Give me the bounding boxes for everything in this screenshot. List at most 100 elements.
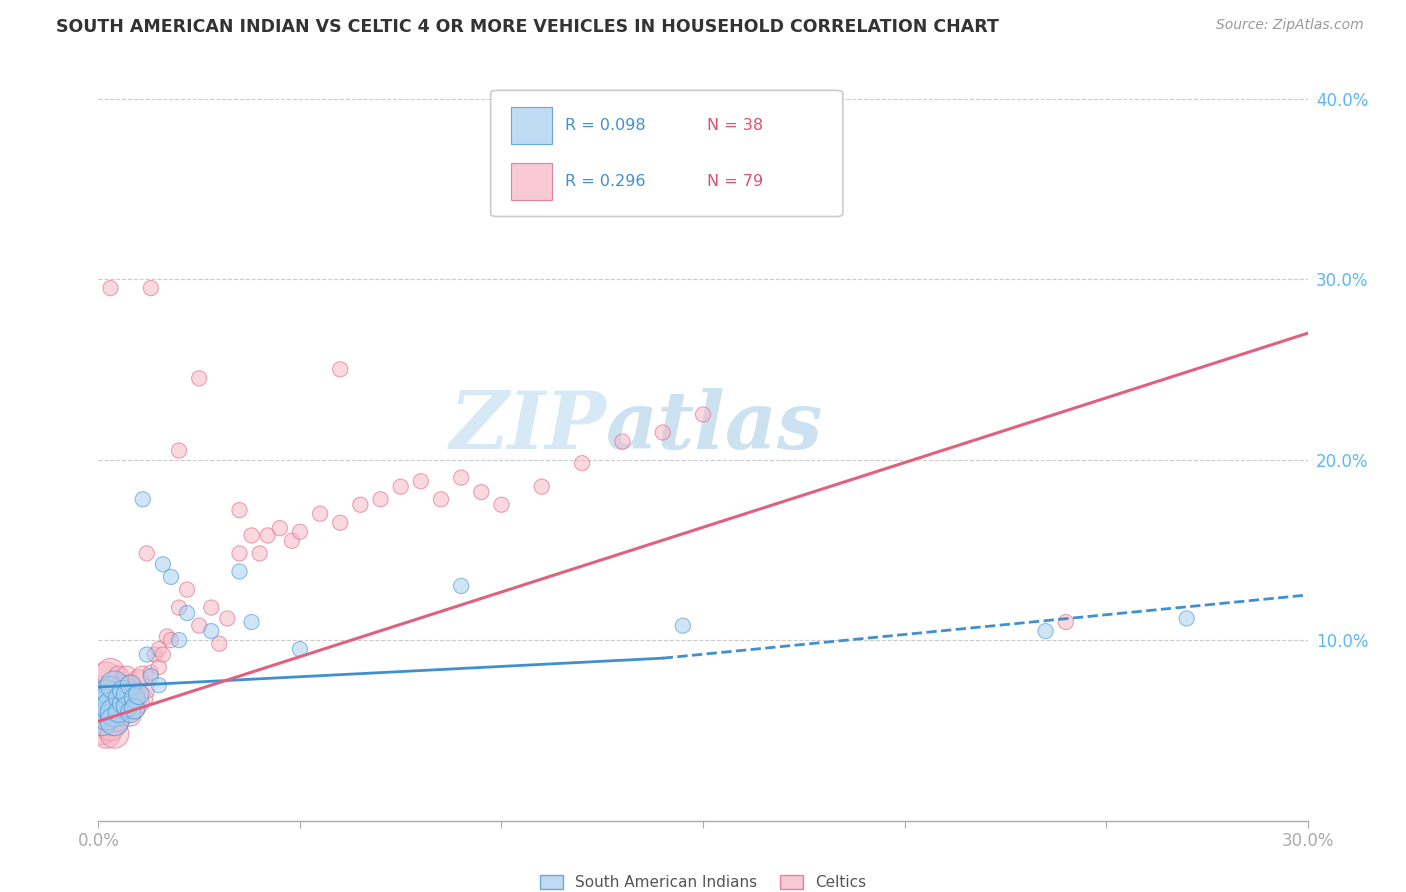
- Legend: South American Indians, Celtics: South American Indians, Celtics: [534, 869, 872, 892]
- Point: [115, 669, 138, 683]
- Point: [103, 714, 125, 729]
- Point: [228, 546, 250, 560]
- Point: [128, 696, 150, 710]
- Point: [100, 720, 122, 734]
- Point: [672, 618, 695, 632]
- Point: [100, 281, 122, 295]
- Point: [107, 690, 129, 705]
- Point: [120, 690, 142, 705]
- Point: [135, 648, 157, 662]
- Point: [111, 696, 134, 710]
- Point: [188, 371, 211, 385]
- Point: [167, 443, 190, 458]
- Point: [148, 642, 170, 657]
- Point: [103, 727, 125, 741]
- Point: [100, 706, 122, 720]
- Point: [111, 678, 134, 692]
- Point: [107, 714, 129, 729]
- Point: [288, 642, 311, 657]
- Point: [200, 600, 222, 615]
- Point: [103, 683, 125, 698]
- Point: [156, 630, 179, 644]
- Point: [530, 480, 553, 494]
- Point: [228, 565, 250, 579]
- Point: [470, 485, 492, 500]
- Point: [115, 687, 138, 701]
- Point: [103, 714, 125, 729]
- Text: ZIP: ZIP: [450, 388, 606, 465]
- Point: [167, 633, 190, 648]
- Text: atlas: atlas: [606, 388, 824, 465]
- Point: [107, 669, 129, 683]
- Point: [115, 683, 138, 698]
- Point: [100, 687, 122, 701]
- Point: [692, 408, 714, 422]
- Point: [152, 648, 174, 662]
- Point: [256, 528, 278, 542]
- Point: [430, 492, 453, 507]
- Point: [111, 683, 134, 698]
- Point: [208, 637, 231, 651]
- Point: [96, 687, 118, 701]
- Point: [288, 524, 311, 539]
- Point: [124, 702, 146, 716]
- Point: [491, 498, 513, 512]
- Point: [96, 709, 118, 723]
- Point: [139, 669, 162, 683]
- Point: [249, 546, 271, 560]
- Point: [651, 425, 673, 440]
- Point: [176, 582, 198, 597]
- Point: [329, 362, 352, 376]
- Point: [200, 624, 222, 639]
- Point: [100, 699, 122, 714]
- Point: [103, 678, 125, 692]
- Point: [91, 683, 114, 698]
- Point: [409, 475, 432, 489]
- Point: [96, 669, 118, 683]
- Point: [349, 498, 371, 512]
- Point: [571, 456, 593, 470]
- Point: [91, 706, 114, 720]
- Point: [389, 480, 412, 494]
- Point: [96, 696, 118, 710]
- Point: [132, 690, 155, 705]
- Point: [111, 690, 134, 705]
- Point: [120, 706, 142, 720]
- Point: [103, 706, 125, 720]
- Point: [176, 606, 198, 620]
- Point: [167, 600, 190, 615]
- Point: [128, 673, 150, 687]
- Point: [1035, 624, 1057, 639]
- Point: [96, 727, 118, 741]
- Point: [329, 516, 352, 530]
- Text: Source: ZipAtlas.com: Source: ZipAtlas.com: [1216, 18, 1364, 32]
- Point: [139, 665, 162, 680]
- Point: [100, 665, 122, 680]
- Point: [217, 611, 239, 625]
- Point: [124, 702, 146, 716]
- Point: [450, 470, 472, 484]
- Point: [107, 696, 129, 710]
- Point: [143, 648, 166, 662]
- Point: [107, 706, 129, 720]
- Point: [124, 690, 146, 705]
- Point: [124, 683, 146, 698]
- Point: [103, 696, 125, 710]
- Point: [132, 669, 155, 683]
- Point: [96, 714, 118, 729]
- Point: [135, 546, 157, 560]
- Point: [370, 492, 392, 507]
- Point: [96, 690, 118, 705]
- Point: [135, 683, 157, 698]
- Point: [152, 558, 174, 572]
- Point: [120, 709, 142, 723]
- Point: [240, 615, 263, 629]
- Point: [309, 507, 332, 521]
- Point: [160, 570, 183, 584]
- Point: [612, 434, 634, 449]
- Point: [240, 528, 263, 542]
- Point: [107, 687, 129, 701]
- Point: [1175, 611, 1198, 625]
- Point: [148, 678, 170, 692]
- Point: [111, 709, 134, 723]
